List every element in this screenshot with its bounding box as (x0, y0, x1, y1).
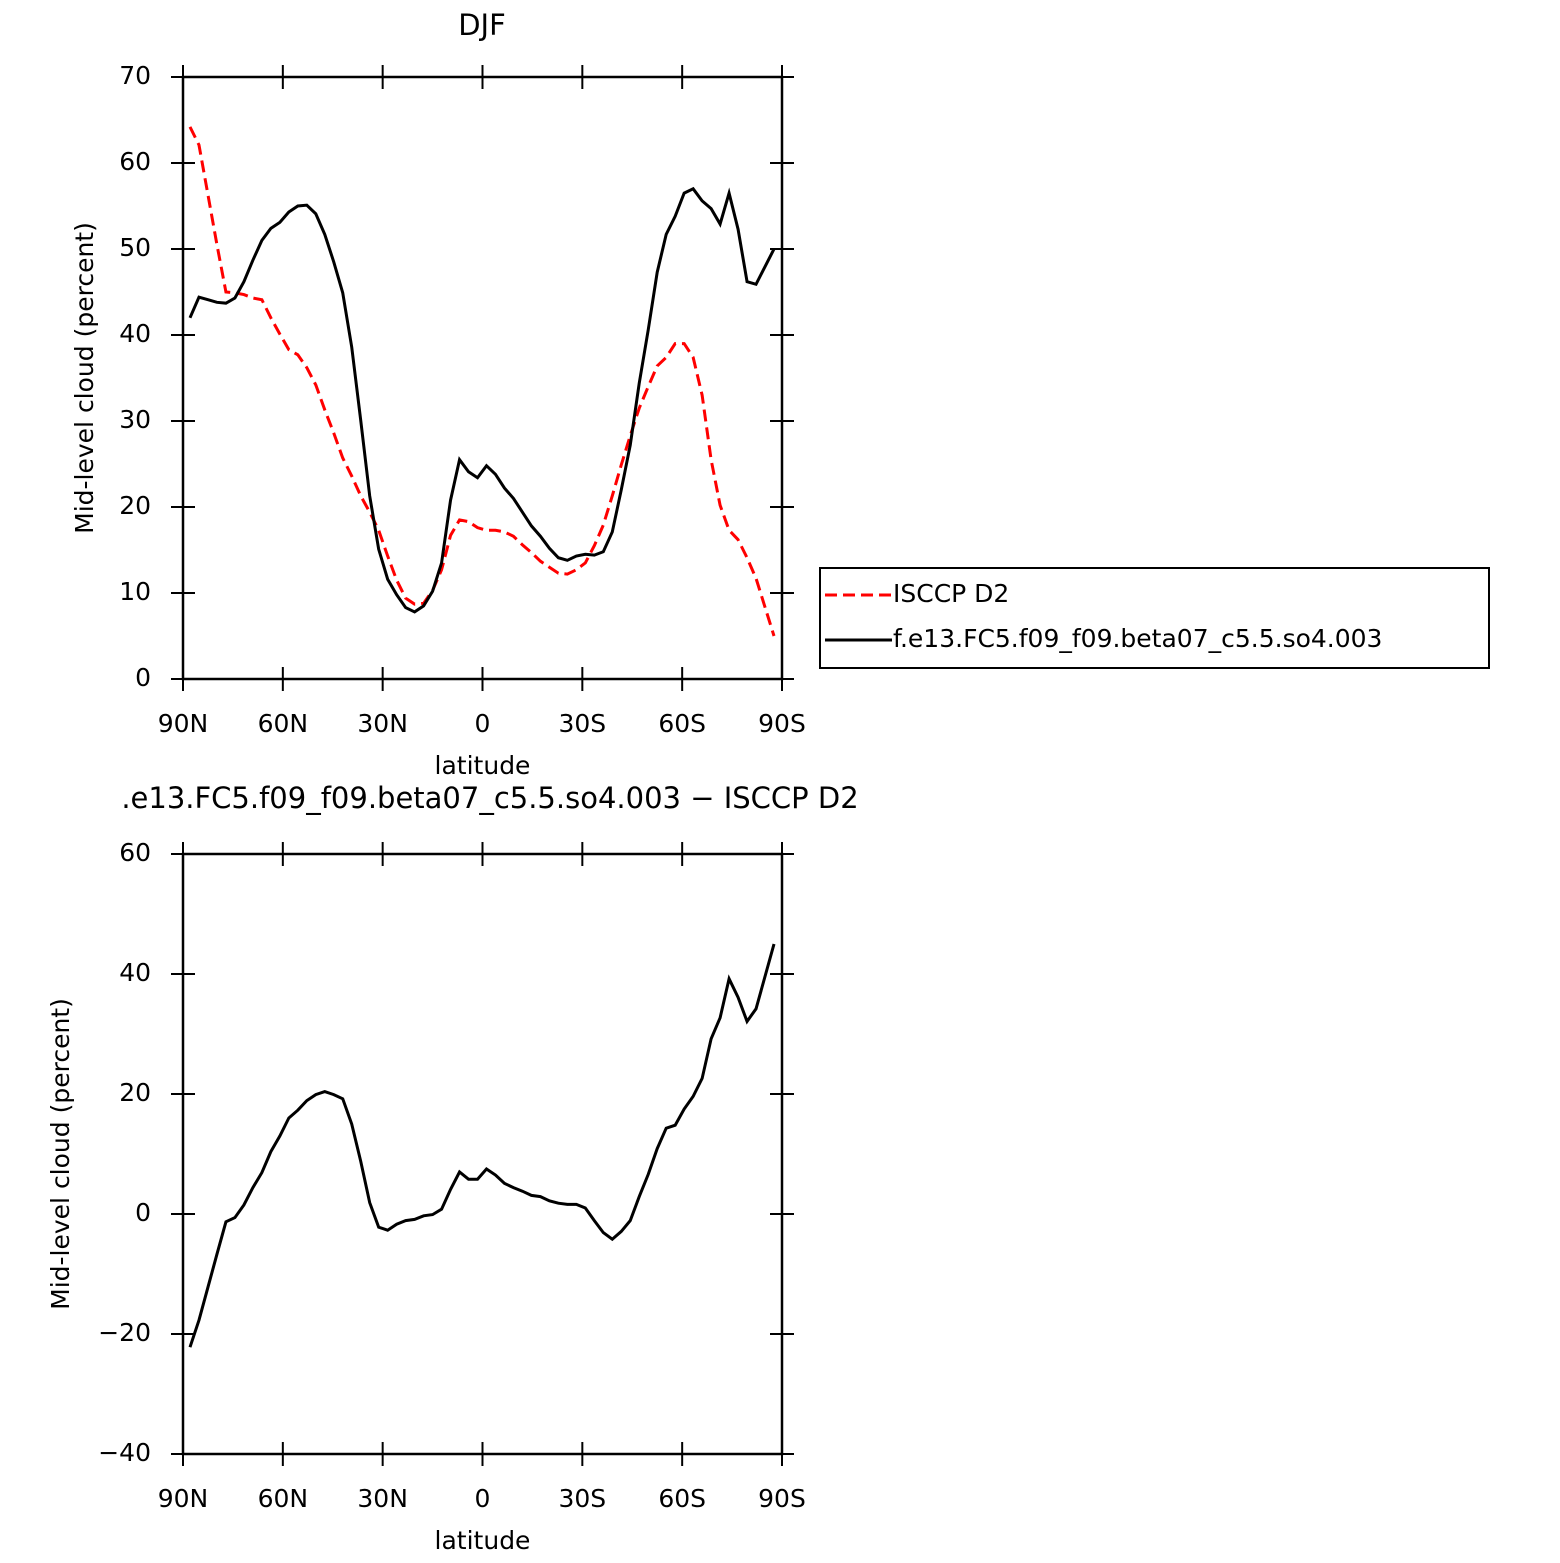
y-tick-label: 20 (119, 491, 151, 520)
x-tick-label: 90N (158, 709, 209, 738)
y-tick-label: 10 (119, 577, 151, 606)
plot-frame (181, 75, 784, 681)
x-tick-label: 90S (758, 709, 806, 738)
data-line (188, 186, 776, 614)
y-tick-label: 20 (119, 1078, 151, 1107)
y-tick-label: 0 (135, 1198, 151, 1227)
x-tick-label: 30N (357, 1484, 408, 1513)
y-tick-label: 60 (119, 838, 151, 867)
x-tick-label: 0 (475, 709, 491, 738)
x-axis-label: latitude (435, 1526, 531, 1555)
plot-frame (181, 852, 784, 1456)
legend-label: f.e13.FC5.f09_f09.beta07_c5.5.so4.003 (893, 624, 1382, 653)
legend-box (819, 567, 1490, 669)
legend-label: ISCCP D2 (893, 579, 1009, 608)
x-tick-label: 0 (475, 1484, 491, 1513)
y-tick-label: −40 (98, 1438, 151, 1467)
x-tick-label: 60S (658, 709, 706, 738)
y-tick-label: 40 (119, 319, 151, 348)
y-tick-label: −20 (98, 1318, 151, 1347)
y-tick-label: 50 (119, 233, 151, 262)
x-tick-label: 60N (258, 1484, 309, 1513)
y-tick-label: 60 (119, 147, 151, 176)
y-tick-label: 30 (119, 405, 151, 434)
data-line (188, 943, 776, 1348)
data-line (188, 126, 776, 637)
x-tick-label: 30S (558, 1484, 606, 1513)
x-tick-label: 60N (258, 709, 309, 738)
y-tick-label: 40 (119, 958, 151, 987)
y-axis-label: Mid-level cloud (percent) (70, 222, 99, 534)
x-tick-label: 90S (758, 1484, 806, 1513)
y-axis-label: Mid-level cloud (percent) (46, 998, 75, 1310)
y-tick-label: 70 (119, 61, 151, 90)
chart-title: DJF (458, 8, 506, 42)
x-tick-label: 60S (658, 1484, 706, 1513)
x-axis-label: latitude (435, 751, 531, 780)
y-tick-label: 0 (135, 663, 151, 692)
x-tick-label: 30N (357, 709, 408, 738)
chart-title: .e13.FC5.f09_f09.beta07_c5.5.so4.003 − I… (121, 781, 858, 815)
x-tick-label: 90N (158, 1484, 209, 1513)
x-tick-label: 30S (558, 709, 606, 738)
